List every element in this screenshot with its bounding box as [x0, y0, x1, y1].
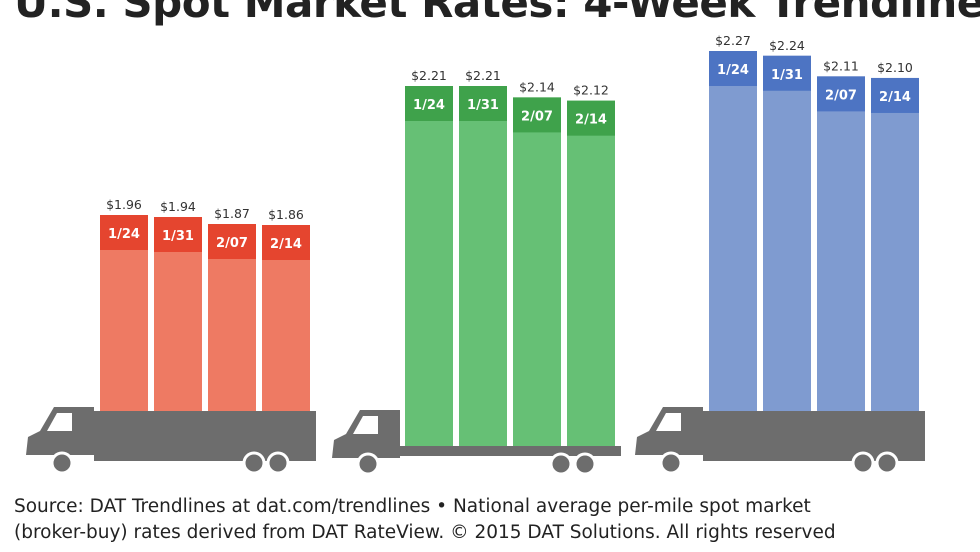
bar-value-label: $2.21	[411, 68, 447, 83]
bar-value-label: $1.96	[106, 197, 142, 212]
bar-date-label: 1/24	[717, 63, 749, 78]
reefer-cab-window	[656, 413, 681, 431]
bar-cap-3-4	[871, 77, 919, 113]
bar-date-label: 2/07	[521, 109, 553, 124]
bar-cap-2-1	[405, 86, 453, 121]
chart-panel-3: 1/24 $2.27 1/31 $2.24 2/07 $2.11 2/14 $2.10	[635, 33, 925, 475]
bar-3-3	[817, 76, 865, 411]
bar-value-label: $2.10	[877, 60, 913, 75]
chart-panel-1: 1/24 $1.96 1/31 $1.94 2/07 $1.87 2/14 $1.86	[26, 197, 316, 475]
bar-value-label: $1.86	[268, 207, 304, 222]
source-note: Source: DAT Trendlines at dat.com/trendl…	[14, 494, 969, 546]
bar-2-2	[459, 86, 507, 446]
flatbed-rear-wheel-2	[573, 452, 597, 476]
bar-date-label: 1/24	[108, 227, 140, 242]
bar-value-label: $2.24	[769, 38, 805, 53]
van-rear-wheel-2	[266, 451, 290, 475]
bar-cap-2-2	[459, 86, 507, 121]
bar-date-label: 1/31	[467, 98, 499, 113]
flatbed-truck-icon	[332, 410, 621, 476]
bar-3-1	[709, 51, 757, 411]
bar-date-label: 2/07	[825, 88, 857, 103]
bar-value-label: $2.11	[823, 58, 859, 73]
flatbed-cab-window	[353, 416, 378, 434]
chart-panel-2: 1/24 $2.21 1/31 $2.21 2/07 $2.14 2/14 $2.12	[332, 68, 621, 476]
bar-cap-2-3	[513, 97, 561, 133]
bar-cap-1-3	[208, 224, 256, 259]
bar-value-label: $2.14	[519, 79, 555, 94]
van-front-wheel	[50, 451, 74, 475]
spot-rate-charts: 1/24$1.961/31$1.942/07$1.872/14$1.861/24…	[26, 33, 925, 476]
bar-date-label: 2/14	[879, 90, 911, 105]
bar-3-4	[871, 77, 919, 411]
bar-date-label: 2/07	[216, 236, 248, 251]
bar-value-label: $1.94	[160, 199, 196, 214]
reefer-truck-icon	[635, 407, 925, 475]
bar-cap-2-4	[567, 100, 615, 136]
source-line-1: Source: DAT Trendlines at dat.com/trendl…	[14, 496, 811, 517]
flatbed-front-wheel	[356, 452, 380, 476]
flatbed-deck	[399, 446, 621, 456]
bar-value-label: $2.27	[715, 33, 751, 48]
chart-title: U.S. Spot Market Rates: 4-Week Trendline…	[14, 0, 980, 27]
source-line-2: (broker-buy) rates derived from DAT Rate…	[14, 522, 836, 543]
van-cab-window	[47, 413, 72, 431]
bar-date-label: 1/31	[162, 229, 194, 244]
bar-value-label: $2.12	[573, 83, 609, 98]
bar-cap-3-1	[709, 51, 757, 86]
bar-2-3	[513, 97, 561, 447]
bar-2-1	[405, 86, 453, 446]
bar-date-label: 1/24	[413, 98, 445, 113]
bar-2-4	[567, 100, 615, 446]
bar-cap-3-3	[817, 76, 865, 112]
reefer-rear-wheel-2	[875, 451, 899, 475]
bar-cap-1-4	[262, 225, 310, 260]
bar-cap-1-1	[100, 215, 148, 250]
bar-value-label: $1.87	[214, 206, 250, 221]
bar-date-label: 2/14	[270, 237, 302, 252]
van-truck-icon	[26, 407, 316, 475]
reefer-rear-wheel-1	[851, 451, 875, 475]
bar-value-label: $2.21	[465, 68, 501, 83]
reefer-front-wheel	[659, 451, 683, 475]
bar-date-label: 2/14	[575, 113, 607, 128]
bar-cap-1-2	[154, 217, 202, 252]
bar-3-2	[763, 55, 811, 411]
bar-cap-3-2	[763, 55, 811, 91]
flatbed-rear-wheel-1	[549, 452, 573, 476]
van-rear-wheel-1	[242, 451, 266, 475]
bar-date-label: 1/31	[771, 68, 803, 83]
